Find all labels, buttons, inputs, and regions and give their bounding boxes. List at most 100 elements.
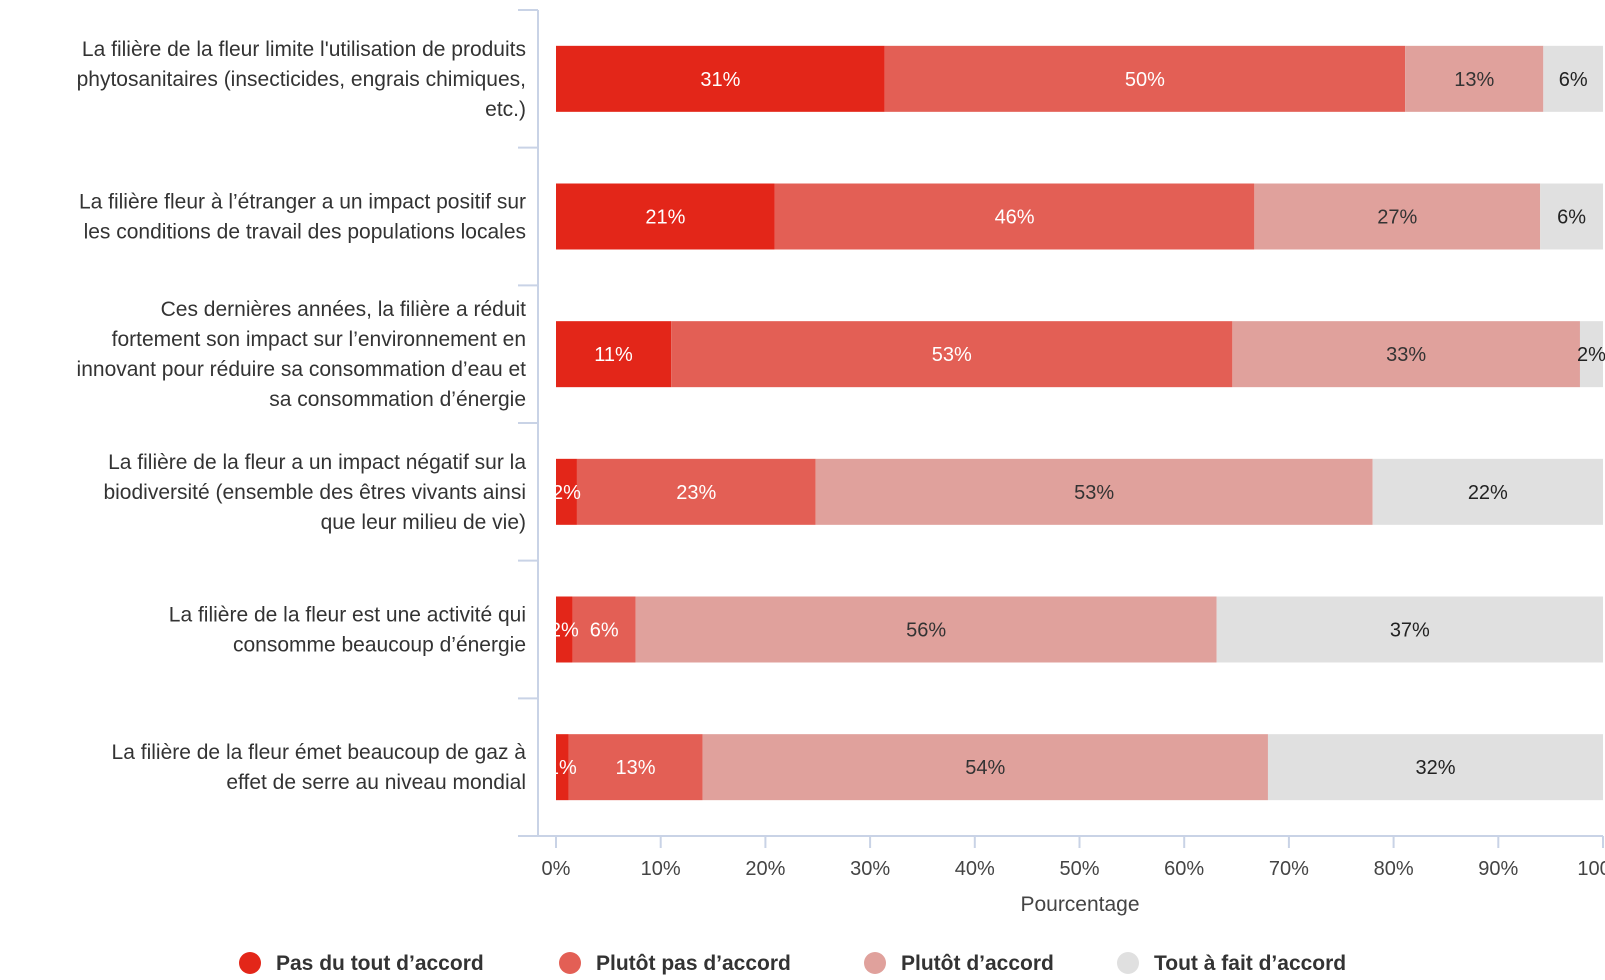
category-labels: La filière de la fleur limite l'utilisat… bbox=[77, 38, 527, 794]
data-label: 33% bbox=[1386, 344, 1426, 366]
data-label: 56% bbox=[906, 620, 946, 642]
category-label-line: les conditions de travail des population… bbox=[84, 221, 526, 244]
category-label-line: La filière de la fleur est une activité … bbox=[169, 604, 526, 627]
x-tick-label: 60% bbox=[1164, 858, 1204, 880]
bar-segment bbox=[572, 596, 636, 663]
bar-segment bbox=[1216, 596, 1603, 663]
data-label: 54% bbox=[965, 757, 1005, 779]
bar-segment bbox=[774, 183, 1255, 250]
bar-segment bbox=[556, 183, 775, 250]
category-label-line: innovant pour réduire sa consommation d’… bbox=[77, 358, 527, 381]
category-label: La filière fleur à l’étranger a un impac… bbox=[79, 191, 526, 244]
x-tick-label: 100% bbox=[1577, 858, 1605, 880]
legend-label: Tout à fait d’accord bbox=[1154, 952, 1346, 975]
data-labels: 31% 50% 13% 6% 21% 46% 27% 6% 11% 53% 33% 2% 2% 23% 53… bbox=[548, 69, 1605, 779]
x-tick-labels: 0% 10% 20% 30% 40% 50% 60% 70% 80% 90% 100% bbox=[542, 858, 1605, 880]
bar-segment bbox=[556, 458, 577, 525]
x-tick-label: 50% bbox=[1059, 858, 1099, 880]
category-label-line: phytosanitaires (insecticides, engrais c… bbox=[77, 68, 526, 91]
x-tick-label: 70% bbox=[1269, 858, 1309, 880]
bar-segment bbox=[635, 596, 1217, 663]
legend-marker bbox=[239, 952, 261, 974]
category-label-line: que leur milieu de vie) bbox=[321, 511, 526, 534]
bar-segment bbox=[1540, 183, 1603, 250]
category-label-line: effet de serre au niveau mondial bbox=[226, 771, 526, 794]
bar-segment bbox=[1579, 321, 1603, 388]
bar-segment bbox=[556, 596, 573, 663]
data-label: 22% bbox=[1468, 482, 1508, 504]
data-label: 50% bbox=[1125, 69, 1165, 91]
category-label: La filière de la fleur est une activité … bbox=[169, 604, 526, 657]
bar-segment bbox=[815, 458, 1373, 525]
bar-segment bbox=[884, 45, 1406, 112]
legend-marker bbox=[559, 952, 581, 974]
x-tick-label: 80% bbox=[1374, 858, 1414, 880]
bar-segment bbox=[1267, 734, 1603, 801]
category-label-line: fortement son impact sur l’environnement… bbox=[112, 328, 526, 351]
bar-segment bbox=[556, 734, 569, 801]
bar-segment bbox=[702, 734, 1268, 801]
legend: Pas du tout d’accord Plutôt pas d’accord P… bbox=[239, 952, 1346, 975]
category-label-line: etc.) bbox=[485, 98, 526, 121]
bar-segment bbox=[556, 45, 885, 112]
x-tick-label: 0% bbox=[542, 858, 571, 880]
category-label-line: consomme beaucoup d’énergie bbox=[233, 634, 526, 657]
legend-marker bbox=[1117, 952, 1139, 974]
data-label: 2% bbox=[1577, 344, 1605, 366]
category-label: La filière de la fleur a un impact négat… bbox=[103, 451, 526, 534]
bar-segment bbox=[556, 321, 672, 388]
category-label-line: La filière de la fleur limite l'utilisat… bbox=[82, 38, 526, 61]
legend-marker bbox=[864, 952, 886, 974]
x-tick-label: 90% bbox=[1478, 858, 1518, 880]
data-label: 6% bbox=[1557, 207, 1586, 229]
axes bbox=[518, 9, 1604, 848]
data-label: 6% bbox=[590, 620, 619, 642]
category-label-line: La filière de la fleur a un impact négat… bbox=[108, 451, 526, 474]
category-label-line: La filière fleur à l’étranger a un impac… bbox=[79, 191, 526, 214]
data-label: 23% bbox=[676, 482, 716, 504]
data-label: 53% bbox=[932, 344, 972, 366]
bar-segment bbox=[1543, 45, 1603, 112]
legend-item[interactable]: Pas du tout d’accord bbox=[239, 952, 484, 975]
bar-segment bbox=[576, 458, 816, 525]
data-label: 1% bbox=[548, 757, 577, 779]
legend-label: Plutôt d’accord bbox=[901, 952, 1054, 975]
data-label: 11% bbox=[594, 344, 633, 366]
bar-segment bbox=[1372, 458, 1603, 525]
bar-segment bbox=[568, 734, 703, 801]
data-label: 6% bbox=[1559, 69, 1588, 91]
data-label: 2% bbox=[552, 482, 581, 504]
bar-segment bbox=[671, 321, 1233, 388]
category-label: La filière de la fleur limite l'utilisat… bbox=[77, 38, 526, 121]
data-label: 13% bbox=[616, 757, 656, 779]
x-tick-label: 20% bbox=[745, 858, 785, 880]
data-label: 21% bbox=[645, 207, 685, 229]
data-label: 32% bbox=[1415, 757, 1455, 779]
data-label: 2% bbox=[550, 620, 579, 642]
bar-segment bbox=[1254, 183, 1541, 250]
category-label: La filière de la fleur émet beaucoup de … bbox=[112, 741, 527, 794]
legend-label: Pas du tout d’accord bbox=[276, 952, 484, 975]
x-axis-title: Pourcentage bbox=[1020, 893, 1139, 916]
x-tick-label: 10% bbox=[641, 858, 681, 880]
bar-segment bbox=[1405, 45, 1544, 112]
legend-item[interactable]: Plutôt d’accord bbox=[864, 952, 1054, 975]
data-label: 27% bbox=[1377, 207, 1417, 229]
bars bbox=[556, 45, 1603, 801]
data-label: 37% bbox=[1390, 620, 1430, 642]
x-tick-label: 40% bbox=[955, 858, 995, 880]
legend-item[interactable]: Plutôt pas d’accord bbox=[559, 952, 791, 975]
data-label: 13% bbox=[1454, 69, 1494, 91]
data-label: 53% bbox=[1074, 482, 1114, 504]
data-label: 31% bbox=[700, 69, 740, 91]
category-label-line: biodiversité (ensemble des êtres vivants… bbox=[103, 481, 526, 504]
x-tick-label: 30% bbox=[850, 858, 890, 880]
bar-segment bbox=[1232, 321, 1580, 388]
category-label-line: Ces dernières années, la filière a rédui… bbox=[161, 298, 527, 321]
data-label: 46% bbox=[995, 207, 1035, 229]
category-label-line: sa consommation d’énergie bbox=[269, 388, 526, 411]
category-label: Ces dernières années, la filière a rédui… bbox=[77, 298, 527, 411]
legend-item[interactable]: Tout à fait d’accord bbox=[1117, 952, 1346, 975]
category-label-line: La filière de la fleur émet beaucoup de … bbox=[112, 741, 527, 764]
